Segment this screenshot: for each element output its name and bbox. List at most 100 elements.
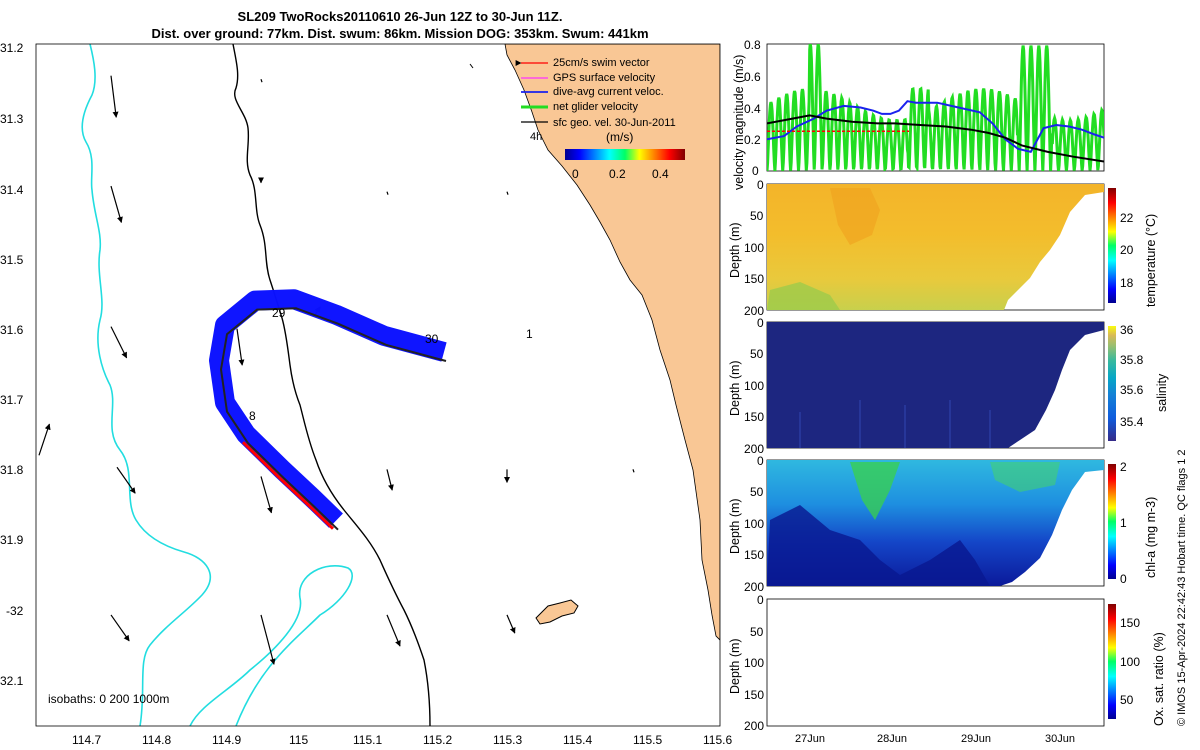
sal-cb-tick-0: 35.4: [1120, 415, 1144, 429]
map-colorbar: [565, 149, 685, 160]
chla-green-patch: [850, 462, 900, 520]
sal-y-tick-1: 50: [750, 347, 764, 361]
map-y-tick-1: 31.3: [0, 112, 24, 126]
glider-track-edge: [219, 307, 447, 531]
oxygen-panel: 50 100 150 Ox. sat. ratio (%) 0 50 100 1…: [728, 593, 1166, 745]
map-y-tick-3: 31.5: [0, 253, 24, 267]
sfc-vector-12: [386, 469, 394, 491]
ox-y-axis: 0 50 100 150 200 Depth (m): [728, 593, 764, 733]
map-y-tick-5: 31.7: [0, 393, 24, 407]
island-rottnest: [535, 599, 579, 625]
legend-label-dive: dive-avg current veloc.: [553, 86, 664, 98]
legend-label-swim: 25cm/s swim vector: [553, 57, 650, 69]
map-colorbar-label: (m/s): [606, 130, 633, 144]
ox-cb-tick-0: 50: [1120, 693, 1134, 707]
sal-cb-tick-3: 36: [1120, 323, 1134, 337]
ox-cb-tick-1: 100: [1120, 655, 1140, 669]
chla-y-tick-0: 0: [757, 454, 764, 468]
isobath-coastal: [232, 44, 431, 726]
sal-cb-tick-2: 35.8: [1120, 353, 1144, 367]
map-y-tick-0: 31.2: [0, 41, 24, 55]
vel-y-tick-3: 0.6: [744, 70, 761, 84]
map-y-tick-4: 31.6: [0, 323, 24, 337]
chla-green-patch-2: [990, 462, 1060, 492]
temp-y-tick-2: 100: [744, 241, 764, 255]
map-x-tick-5: 115.2: [423, 733, 452, 747]
day-label-1: 1: [526, 327, 533, 341]
ox-y-tick-2: 100: [744, 656, 764, 670]
chla-panel: 0 1 2 chl-a (mg m-3) 0 50 100 150 200 De…: [728, 454, 1158, 594]
chla-y-axis: 0 50 100 150 200 Depth (m): [728, 454, 764, 594]
glider-track: [209, 289, 447, 531]
time-tick-29jun: 29Jun: [961, 733, 991, 745]
chla-cb-tick-0: 0: [1120, 572, 1127, 586]
sal-y-tick-2: 100: [744, 379, 764, 393]
chla-deep-blue: [767, 505, 990, 586]
credit-label: © IMOS 15-Apr-2024 22:42:43 Hobart time.…: [1176, 449, 1188, 726]
sfc-vector-0: [110, 75, 119, 118]
map-colorbar-tick-0: 0: [572, 167, 579, 181]
sfc-vector-15: [506, 191, 509, 195]
chla-y-tick-4: 200: [744, 580, 764, 594]
temp-cb-tick-2: 22: [1120, 211, 1134, 225]
ox-y-tick-1: 50: [750, 625, 764, 639]
time-tick-30jun: 30Jun: [1045, 733, 1075, 745]
time-tick-28jun: 28Jun: [877, 733, 907, 745]
sfc-vector-11: [260, 78, 263, 83]
sal-y-tick-4: 200: [744, 442, 764, 456]
velocity-series: [767, 44, 1104, 171]
sfc-vector-18: [632, 469, 635, 473]
temperature-colorbar: [1108, 188, 1116, 303]
temp-y-tick-4: 200: [744, 304, 764, 318]
title-line-1: SL209 TwoRocks20110610 26-Jun 12Z to 30-…: [237, 9, 563, 24]
legend-label-sfc: sfc geo. vel. 30-Jun-2011: [553, 117, 676, 129]
chla-y-label: Depth (m): [728, 498, 742, 554]
vel-y-tick-0: 0: [752, 164, 759, 178]
day-label-29: 29: [272, 306, 286, 320]
ox-cb-tick-2: 150: [1120, 616, 1140, 630]
ox-cb-label: Ox. sat. ratio (%): [1152, 632, 1166, 726]
velocity-panel: 0.8 0.6 0.4 0.2 0 velocity magnitude (m/…: [732, 38, 1105, 190]
map-x-tick-8: 115.5: [633, 733, 662, 747]
series-net-glider-velocity: [767, 44, 1104, 171]
salinity-field: [767, 322, 1104, 448]
sfc-vector-7: [260, 476, 273, 514]
map-x-tick-6: 115.3: [493, 733, 522, 747]
temp-y-tick-3: 150: [744, 272, 764, 286]
salinity-speckle: [799, 400, 991, 448]
map-x-axis: 114.7 114.8 114.9 115 115.1 115.2 115.3 …: [72, 733, 732, 747]
temperature-warm-core: [830, 188, 880, 245]
ox-y-tick-0: 0: [757, 593, 764, 607]
sfc-vector-17: [506, 614, 516, 634]
map-panel: 29 30 1 8 isobaths: 0 200 1000m 25cm/s s…: [0, 41, 732, 747]
sal-cb-tick-1: 35.6: [1120, 383, 1144, 397]
temp-y-tick-0: 0: [757, 178, 764, 192]
temp-y-tick-1: 50: [750, 209, 764, 223]
sfc-vector-1: [110, 185, 123, 224]
sfc-vector-4: [110, 614, 130, 642]
day-labels: 29 30 1 8: [249, 306, 533, 423]
chart-title: SL209 TwoRocks20110610 26-Jun 12Z to 30-…: [0, 9, 800, 24]
ox-y-label: Depth (m): [728, 638, 742, 694]
temperature-cool-bottom: [767, 282, 840, 310]
ox-y-tick-4: 200: [744, 719, 764, 733]
sal-y-tick-0: 0: [757, 316, 764, 330]
title-line-2: Dist. over ground: 77km. Dist. swum: 86k…: [151, 26, 649, 41]
temp-cb-label: temperature (°C): [1144, 214, 1158, 307]
map-plot-area: 29 30 1 8 isobaths: 0 200 1000m 25cm/s s…: [36, 44, 720, 726]
legend-label-net: net glider velocity: [553, 101, 638, 113]
ox-y-tick-3: 150: [744, 688, 764, 702]
vel-y-tick-2: 0.4: [744, 102, 761, 116]
map-y-tick-2: 31.4: [0, 183, 24, 197]
chla-y-tick-1: 50: [750, 485, 764, 499]
sal-y-axis: 0 50 100 150 200 Depth (m): [728, 316, 764, 456]
sal-cb-label: salinity: [1155, 373, 1169, 412]
legend-scale-label: 4h: [530, 131, 542, 143]
map-y-tick-6: 31.8: [0, 463, 24, 477]
map-y-tick-7: 31.9: [0, 533, 24, 547]
map-colorbar-tick-2: 0.4: [652, 167, 669, 181]
time-x-axis: 27Jun 28Jun 29Jun 30Jun: [795, 733, 1075, 745]
map-x-tick-9: 115.6: [703, 733, 732, 747]
map-y-tick-9: 32.1: [0, 674, 24, 688]
